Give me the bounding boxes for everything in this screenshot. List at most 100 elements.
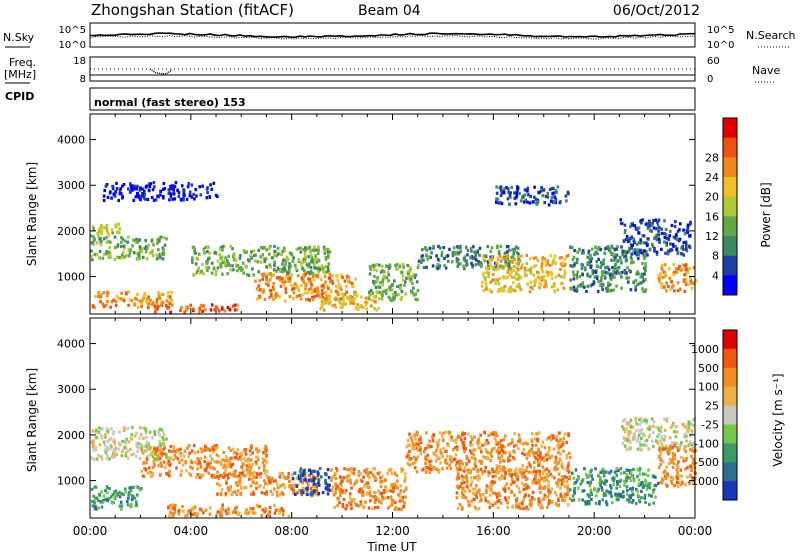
velocity-cell [626,438,629,442]
velocity-cell [631,486,635,490]
velocity-cell [144,429,148,433]
velocity-cell [244,448,247,452]
power-cell [382,270,386,274]
velocity-cell [404,476,407,480]
velocity-cell [454,446,457,450]
power-cell [663,240,666,244]
power-cell [336,278,340,282]
power-cell [691,281,694,285]
velocity-cell [280,492,284,496]
power-cell [457,246,460,250]
power-cell [614,253,618,257]
power-cell [161,292,165,296]
velocity-cell [244,486,248,490]
power-cell [185,197,189,201]
power-cell [273,244,276,249]
velocity-cell [672,429,676,434]
velocity-cell [347,501,351,505]
velocity-cell [233,490,237,494]
velocity-cell [223,463,226,467]
velocity-cell [249,506,252,511]
power-cell [641,218,645,222]
velocity-cell [502,438,506,442]
velocity-cell [384,496,388,500]
power-cell [328,272,332,276]
power-cell [629,225,632,229]
velocity-cell [237,474,241,478]
velocity-cell [298,474,302,478]
power-cell [494,281,498,285]
power-cell [550,285,554,289]
power-cell [465,259,468,263]
power-cell [571,264,574,269]
power-cell [349,294,353,299]
velocity-cell [100,490,103,494]
velocity-cell [690,429,694,433]
velocity-cell [619,466,623,471]
power-cell [405,276,408,280]
power-cell [321,296,325,300]
power-cell [179,197,183,201]
power-cell [309,253,313,257]
velocity-cell [198,473,201,477]
power-cell [556,185,560,189]
velocity-cell [112,455,115,459]
velocity-cell [549,438,553,442]
power-cell [400,289,404,294]
velocity-cell [675,475,678,479]
velocity-cell [470,480,474,484]
power-cell [326,247,330,252]
velocity-cell [374,478,377,482]
velocity-cell [249,492,253,496]
power-cell [689,222,692,226]
velocity-cell [204,508,208,512]
power-cell [597,280,600,284]
velocity-cell [391,490,395,494]
power-cell [570,287,573,291]
power-cell [324,280,327,284]
power-cell [272,282,275,286]
velocity-cell [383,490,386,494]
velocity-cell [275,490,279,494]
power-cell [193,248,196,252]
power-cell [152,181,156,185]
power-cell [667,249,670,253]
nsky-label: N.Sky [3,31,35,44]
velocity-cell [675,441,679,445]
power-cell [603,251,606,255]
power-cell [168,198,171,202]
power-cell [524,198,527,202]
power-cell [311,257,315,261]
velocity-cell [327,485,330,489]
velocity-cell [145,457,149,461]
power-cell [190,195,194,199]
velocity-cell [615,486,618,490]
power-cell [658,239,661,243]
velocity-cell [367,506,371,510]
velocity-cell [516,478,520,482]
velocity-cell [122,425,126,429]
velocity-cell [511,505,514,509]
velocity-cell [621,490,625,494]
velocity-cell [118,490,121,494]
velocity-cell [404,495,407,499]
power-cell [609,283,612,287]
velocity-cell [628,498,631,502]
power-cell [337,282,341,286]
velocity-cell [515,474,518,479]
velocity-cell [153,456,157,461]
velocity-cell [189,465,192,469]
velocity-cell [638,472,642,476]
power-cell [368,265,372,269]
nsearch-label: N.Search [746,29,796,42]
power-cell [205,266,208,270]
power-cell [394,293,398,297]
power-cell [287,265,291,269]
velocity-cell [524,441,528,445]
power-cell [566,190,570,194]
power-cell [292,256,295,260]
velocity-cell [557,451,560,455]
power-cell [452,246,456,250]
